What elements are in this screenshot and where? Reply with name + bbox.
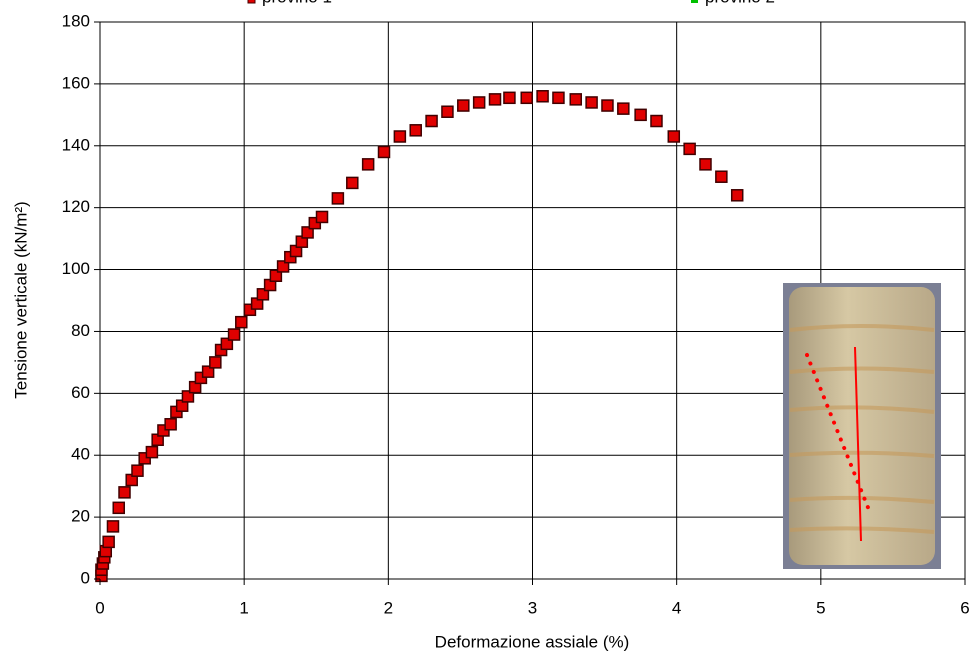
- point: [276, 260, 290, 273]
- point: [503, 91, 516, 105]
- point: [377, 145, 391, 159]
- point: [699, 158, 712, 171]
- point: [617, 102, 630, 115]
- point: [118, 486, 131, 499]
- point: [585, 96, 598, 109]
- x-tick-label: 1: [239, 598, 248, 617]
- y-tick-label: 20: [71, 507, 90, 526]
- point: [425, 114, 438, 128]
- point: [301, 226, 314, 239]
- y-tick-label: 120: [62, 197, 90, 216]
- point: [145, 445, 159, 459]
- point: [730, 189, 744, 202]
- point: [181, 390, 195, 403]
- point: [569, 93, 582, 106]
- point: [409, 124, 422, 137]
- point: [441, 105, 454, 118]
- point: [715, 170, 728, 183]
- point: [131, 464, 144, 477]
- point: [361, 158, 375, 171]
- point: [536, 90, 549, 103]
- y-tick-label: 140: [62, 135, 90, 154]
- point: [331, 192, 345, 205]
- point: [269, 269, 283, 282]
- x-tick-label: 2: [384, 598, 393, 617]
- point: [112, 501, 125, 515]
- y-tick-label: 0: [81, 568, 90, 587]
- point: [227, 328, 241, 341]
- legend-label: provino 1: [262, 0, 332, 6]
- y-tick-label: 180: [62, 11, 90, 30]
- point: [488, 93, 502, 106]
- legend-marker: [247, 0, 256, 4]
- legend-label: provino 2: [705, 0, 775, 6]
- x-tick-label: 6: [960, 598, 969, 617]
- legend-marker: [691, 0, 698, 3]
- x-tick-label: 5: [816, 598, 825, 617]
- point: [601, 99, 614, 112]
- y-axis-label: Tensione verticale (kN/m²): [11, 201, 30, 398]
- specimen-photo: [783, 283, 941, 569]
- point: [393, 130, 407, 143]
- point: [235, 315, 248, 329]
- point: [457, 99, 470, 112]
- y-tick-label: 80: [71, 321, 90, 340]
- point: [634, 108, 647, 122]
- point: [256, 288, 270, 301]
- x-tick-label: 3: [528, 598, 537, 617]
- point: [667, 130, 681, 143]
- point: [315, 210, 329, 224]
- point: [346, 176, 359, 190]
- point: [201, 365, 215, 378]
- point: [552, 91, 565, 105]
- y-tick-label: 100: [62, 259, 90, 278]
- y-tick-label: 160: [62, 73, 90, 92]
- point: [520, 91, 533, 105]
- point: [650, 114, 663, 128]
- point: [102, 535, 115, 549]
- point: [164, 418, 177, 431]
- point: [472, 96, 486, 109]
- x-axis-label: Deformazione assiale (%): [435, 632, 630, 651]
- x-tick-label: 0: [95, 598, 104, 617]
- point: [220, 337, 234, 351]
- point: [209, 356, 222, 369]
- y-tick-label: 40: [71, 445, 90, 464]
- point: [106, 520, 120, 533]
- x-tick-label: 4: [672, 598, 681, 617]
- point: [683, 142, 696, 156]
- y-tick-label: 60: [71, 383, 90, 402]
